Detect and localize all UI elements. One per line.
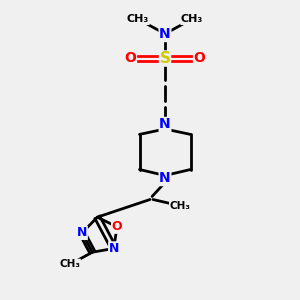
Text: N: N <box>77 226 87 239</box>
Text: N: N <box>109 242 119 255</box>
Text: CH₃: CH₃ <box>59 259 80 269</box>
Text: N: N <box>159 172 171 185</box>
Text: O: O <box>194 52 206 65</box>
Text: O: O <box>124 52 136 65</box>
Text: CH₃: CH₃ <box>127 14 149 25</box>
Text: N: N <box>159 28 171 41</box>
Text: S: S <box>160 51 170 66</box>
Text: O: O <box>112 220 122 233</box>
Text: N: N <box>159 118 171 131</box>
Text: CH₃: CH₃ <box>169 201 190 212</box>
Text: CH₃: CH₃ <box>181 14 203 25</box>
